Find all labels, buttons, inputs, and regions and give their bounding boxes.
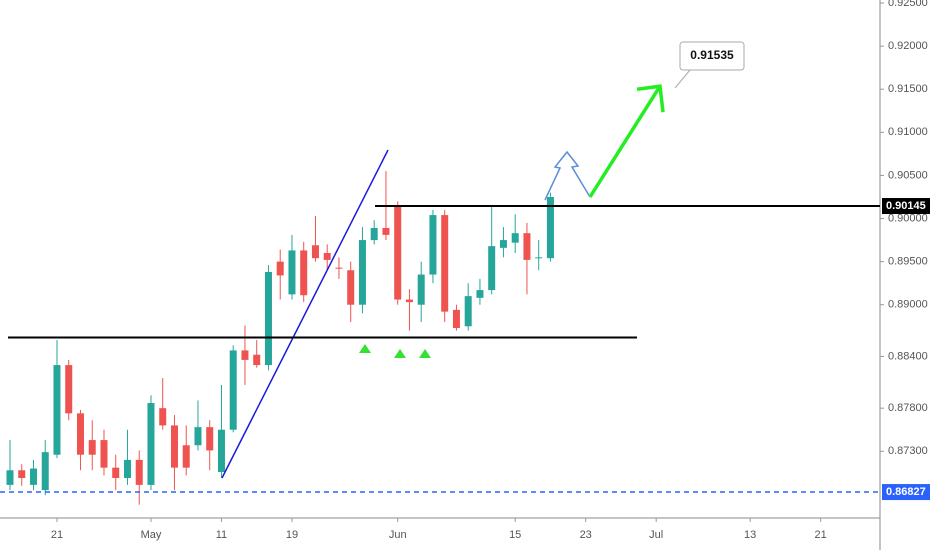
candle-body (488, 246, 496, 291)
candle-body (88, 440, 96, 455)
candle-body (253, 354, 261, 366)
candle-body (18, 470, 26, 479)
x-tick-label: 19 (286, 529, 298, 541)
x-tick-label: 13 (744, 529, 756, 541)
candle-body (347, 270, 355, 305)
candle-body (53, 365, 61, 455)
candle-body (323, 253, 331, 260)
target-arrow (588, 85, 662, 198)
x-tick-label: Jun (389, 529, 407, 541)
candle-body (182, 445, 190, 468)
candle-body (288, 250, 296, 295)
candle-body (511, 233, 519, 243)
marker-triangle (359, 344, 371, 353)
candle-body (123, 459, 131, 479)
candle-body (417, 274, 425, 305)
plot-area (6, 171, 554, 505)
candle-body (452, 309, 460, 329)
candle-body (206, 427, 214, 451)
x-tick-label: May (141, 529, 162, 541)
candle-body (65, 365, 73, 414)
candle-body (29, 468, 37, 485)
candle-body (112, 467, 120, 479)
candle-body (276, 261, 284, 276)
candle-body (370, 228, 378, 241)
y-tick-label: 0.90000 (888, 212, 928, 224)
candle-body (229, 350, 237, 430)
candle-body (135, 459, 143, 485)
candle-body (335, 267, 343, 269)
last-price-label: 0.90145 (886, 200, 926, 212)
candle-body (382, 228, 390, 235)
low-price-label: 0.86827 (886, 486, 926, 498)
candle-body (523, 233, 531, 260)
projection-arrow (544, 150, 591, 201)
candle-body (300, 250, 308, 296)
y-tick-label: 0.91000 (888, 126, 928, 138)
y-tick-label: 0.87800 (888, 402, 928, 414)
callout-box (679, 41, 745, 71)
candle-body (546, 196, 554, 259)
candle-body (476, 290, 484, 298)
candle-body (311, 245, 319, 259)
y-tick-label: 0.92000 (888, 40, 928, 52)
candle-body (76, 413, 84, 455)
trend-line (221, 149, 389, 479)
y-tick-label: 0.89500 (888, 256, 928, 268)
last-price-badge (882, 198, 930, 215)
y-tick-label: 0.90500 (888, 169, 928, 181)
candle-body (217, 429, 225, 472)
y-tick-label: 0.91500 (888, 83, 928, 95)
x-tick-label: 21 (51, 529, 63, 541)
y-tick-label: 0.92500 (888, 0, 928, 9)
candle-body (264, 271, 272, 366)
low-price-badge (882, 484, 930, 501)
candle-body (41, 452, 49, 491)
y-tick-label: 0.88400 (888, 350, 928, 362)
x-tick-label: 11 (216, 529, 227, 541)
x-tick-label: Jul (649, 529, 663, 541)
candle-body (100, 440, 108, 468)
target-label: 0.91535 (690, 48, 734, 62)
callout-pointer (674, 69, 691, 89)
x-tick-label: 15 (509, 529, 521, 541)
candle-body (535, 257, 543, 259)
candle-body (464, 296, 472, 327)
candle-body (358, 240, 366, 305)
x-tick-label: 21 (815, 529, 827, 541)
target-arrowhead (636, 84, 665, 113)
candle-body (394, 206, 402, 300)
marker-triangle (394, 349, 406, 358)
candle-body (405, 299, 413, 303)
x-tick-label: 23 (580, 529, 592, 541)
candle-body (194, 427, 202, 446)
candle-body (170, 425, 178, 468)
candle-body (499, 240, 507, 248)
y-tick-label: 0.89000 (888, 299, 928, 311)
y-tick-label: 0.87300 (888, 445, 928, 457)
candle-body (159, 408, 167, 426)
marker-triangle (419, 349, 431, 358)
candle-body (241, 350, 249, 360)
candle-body (441, 215, 449, 312)
candle-body (147, 403, 155, 485)
candle-body (6, 470, 14, 485)
candle-body (429, 215, 437, 275)
